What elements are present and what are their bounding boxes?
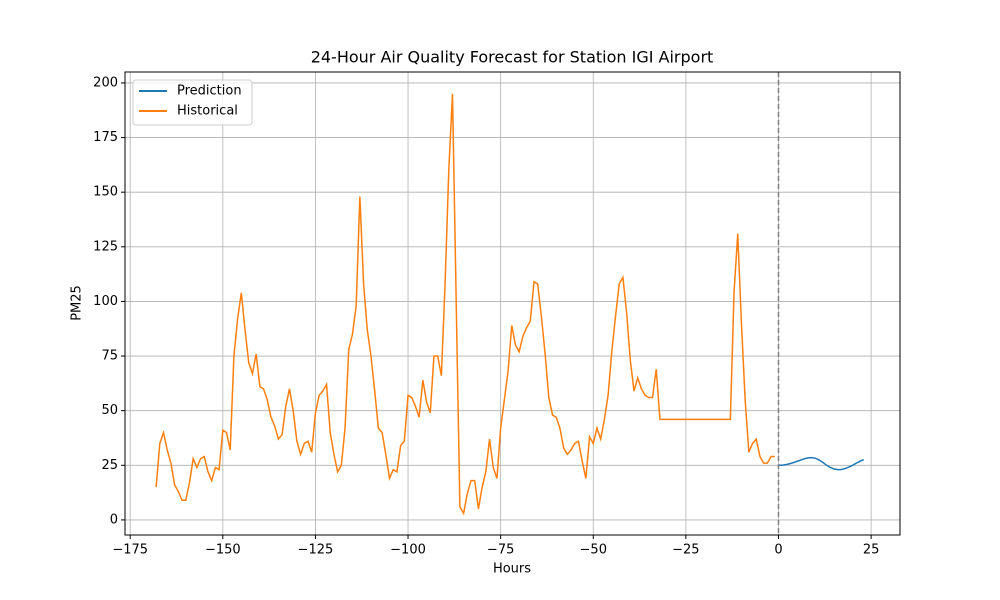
y-tick-label: 75: [101, 349, 118, 364]
x-tick-label: 0: [774, 543, 782, 558]
y-axis-label: PM25: [70, 285, 85, 321]
x-tick-label: −100: [390, 543, 426, 558]
y-tick-label: 200: [93, 75, 118, 90]
y-tick-label: 125: [93, 239, 118, 254]
y-tick-label: 100: [93, 294, 118, 309]
legend: Prediction Historical: [132, 79, 253, 126]
y-tick-label: 50: [101, 403, 118, 418]
legend-label: Historical: [177, 104, 238, 119]
x-tick-label: −25: [672, 543, 699, 558]
y-tick-label: 175: [93, 130, 118, 145]
x-tick-label: −75: [487, 543, 514, 558]
y-tick-label: 150: [93, 185, 118, 200]
x-tick-label: −50: [580, 543, 607, 558]
x-tick-label: −175: [112, 543, 148, 558]
y-tick-label: 0: [110, 512, 118, 527]
data-line: [778, 456, 864, 471]
x-tick-label: −150: [205, 543, 241, 558]
data-line: [155, 93, 775, 516]
chart-title: 24-Hour Air Quality Forecast for Station…: [311, 48, 714, 67]
legend-label: Prediction: [177, 84, 242, 99]
x-axis-label: Hours: [493, 562, 531, 577]
x-tick-label: 25: [863, 543, 880, 558]
x-tick-label: −125: [298, 543, 334, 558]
plot-frame: [124, 71, 901, 536]
y-tick-label: 25: [101, 458, 118, 473]
